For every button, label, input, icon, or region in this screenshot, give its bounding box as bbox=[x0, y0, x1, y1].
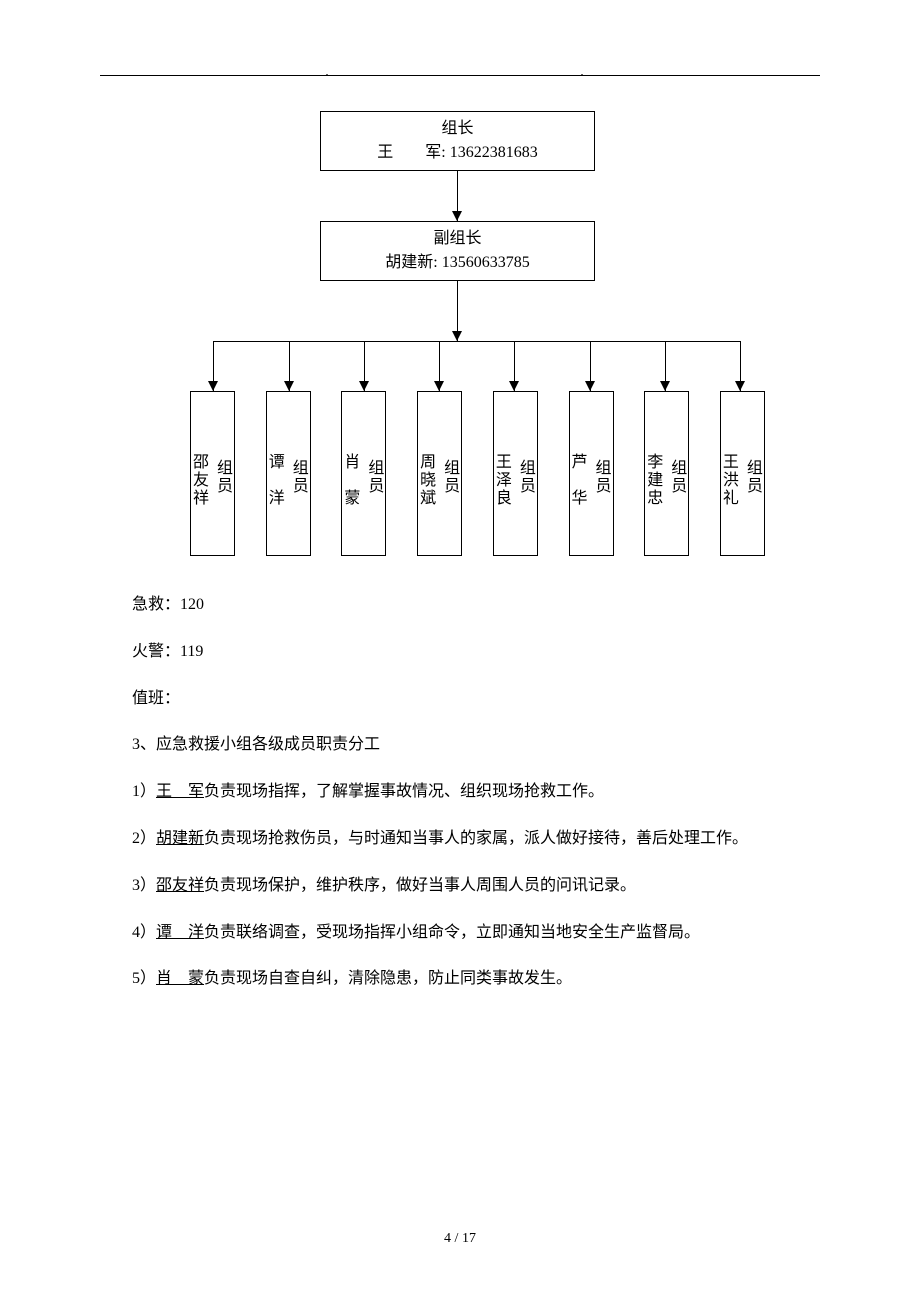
leader-info: 王 军: 13622381683 bbox=[377, 141, 537, 165]
leader-title: 组长 bbox=[441, 117, 473, 141]
page-current: 4 bbox=[444, 1231, 451, 1246]
leader-box: 组长 王 军: 13622381683 bbox=[320, 111, 595, 171]
duty-text: 负责现场保护，维护秩序，做好当事人周围人员的问讯记录。 bbox=[204, 877, 636, 894]
duty-item: 1）王 军负责现场指挥，了解掌握事故情况、组织现场抢救工作。 bbox=[100, 778, 820, 807]
deputy-box: 副组长 胡建新: 13560633785 bbox=[320, 221, 595, 281]
member-role: 组员 bbox=[740, 459, 764, 495]
member-role: 组员 bbox=[513, 459, 537, 495]
member-box: 组员谭 洋 bbox=[266, 391, 311, 556]
member-name: 肖 蒙 bbox=[337, 453, 361, 507]
member-name: 谭 洋 bbox=[262, 453, 286, 507]
duty-prefix: 1） bbox=[132, 783, 156, 800]
duties-list: 1）王 军负责现场指挥，了解掌握事故情况、组织现场抢救工作。 2）胡建新负责现场抢… bbox=[100, 778, 820, 994]
member-box: 组员李建忠 bbox=[644, 391, 689, 556]
duty-prefix: 5） bbox=[132, 970, 156, 987]
member-box: 组员邵友祥 bbox=[190, 391, 235, 556]
fire-label: 火警： bbox=[132, 643, 180, 660]
emergency-fire: 火警：119 bbox=[100, 638, 820, 667]
member-role: 组员 bbox=[437, 459, 461, 495]
arrow-down-icon bbox=[509, 381, 519, 391]
leader-phone: 13622381683 bbox=[450, 144, 538, 161]
member-name: 芦 华 bbox=[565, 453, 589, 507]
arrow-down-icon bbox=[359, 381, 369, 391]
arrow-down-icon bbox=[452, 211, 462, 221]
leader-name: 王 军: bbox=[377, 144, 445, 161]
header-rule bbox=[100, 75, 820, 76]
page-total: 17 bbox=[462, 1231, 476, 1246]
member-role: 组员 bbox=[664, 459, 688, 495]
arrow-down-icon bbox=[284, 381, 294, 391]
ambulance-number: 120 bbox=[180, 596, 204, 613]
member-name: 邵友祥 bbox=[186, 453, 210, 507]
arrow-down-icon bbox=[585, 381, 595, 391]
member-box: 组员肖 蒙 bbox=[341, 391, 386, 556]
duty-text: 负责现场自查自纠，清除隐患，防止同类事故发生。 bbox=[204, 970, 572, 987]
duty-item: 5）肖 蒙负责现场自查自纠，清除隐患，防止同类事故发生。 bbox=[100, 965, 820, 994]
deputy-info: 胡建新: 13560633785 bbox=[385, 251, 529, 275]
duty-prefix: 3） bbox=[132, 877, 156, 894]
duty-item: 3）邵友祥负责现场保护，维护秩序，做好当事人周围人员的问讯记录。 bbox=[100, 872, 820, 901]
deputy-name: 胡建新: bbox=[385, 254, 437, 271]
member-box: 组员王洪礼 bbox=[720, 391, 765, 556]
duty-name: 邵友祥 bbox=[156, 877, 204, 894]
duty-text: 负责现场指挥，了解掌握事故情况、组织现场抢救工作。 bbox=[204, 783, 604, 800]
ambulance-label: 急救： bbox=[132, 596, 180, 613]
duty-item: 4）谭 洋负责联络调查，受现场指挥小组命令，立即通知当地安全生产监督局。 bbox=[100, 919, 820, 948]
duty-item: 2）胡建新负责现场抢救伤员，与时通知当事人的家属，派人做好接待，善后处理工作。 bbox=[100, 825, 820, 854]
member-role: 组员 bbox=[210, 459, 234, 495]
member-name: 李建忠 bbox=[640, 453, 664, 507]
duty-text: 负责联络调查，受现场指挥小组命令，立即通知当地安全生产监督局。 bbox=[204, 924, 700, 941]
members-row: 组员邵友祥组员谭 洋组员肖 蒙组员周晓斌组员王泽良组员芦 华组员李建忠组员王洪礼 bbox=[190, 391, 765, 556]
member-name: 王洪礼 bbox=[716, 453, 740, 507]
deputy-phone: 13560633785 bbox=[442, 254, 530, 271]
arrow-down-icon bbox=[452, 331, 462, 341]
arrow-down-icon bbox=[434, 381, 444, 391]
page-sep: / bbox=[451, 1231, 462, 1246]
duty-name: 肖 蒙 bbox=[156, 970, 204, 987]
member-box: 组员周晓斌 bbox=[417, 391, 462, 556]
duty-line: 值班： bbox=[100, 685, 820, 714]
connector-hline bbox=[213, 341, 740, 342]
org-chart: 组长 王 军: 13622381683 副组长 胡建新: 13560633785… bbox=[100, 111, 820, 566]
member-name: 王泽良 bbox=[489, 453, 513, 507]
duty-prefix: 4） bbox=[132, 924, 156, 941]
section-heading: 3、应急救援小组各级成员职责分工 bbox=[100, 731, 820, 760]
member-box: 组员王泽良 bbox=[493, 391, 538, 556]
member-role: 组员 bbox=[286, 459, 310, 495]
fire-number: 119 bbox=[180, 643, 203, 660]
duty-name: 王 军 bbox=[156, 783, 204, 800]
arrow-down-icon bbox=[660, 381, 670, 391]
arrow-down-icon bbox=[735, 381, 745, 391]
arrow-down-icon bbox=[208, 381, 218, 391]
deputy-title: 副组长 bbox=[433, 227, 481, 251]
duty-name: 谭 洋 bbox=[156, 924, 204, 941]
member-box: 组员芦 华 bbox=[569, 391, 614, 556]
emergency-ambulance: 急救：120 bbox=[100, 591, 820, 620]
member-role: 组员 bbox=[589, 459, 613, 495]
member-name: 周晓斌 bbox=[413, 453, 437, 507]
page-number: 4 / 17 bbox=[0, 1231, 920, 1247]
member-role: 组员 bbox=[361, 459, 385, 495]
body-text: 急救：120 火警：119 值班： 3、应急救援小组各级成员职责分工 1）王 军… bbox=[100, 591, 820, 994]
duty-label: 值班： bbox=[132, 690, 180, 707]
duty-prefix: 2） bbox=[132, 830, 156, 847]
duty-name: 胡建新 bbox=[156, 830, 204, 847]
duty-text: 负责现场抢救伤员，与时通知当事人的家属，派人做好接待，善后处理工作。 bbox=[204, 830, 748, 847]
